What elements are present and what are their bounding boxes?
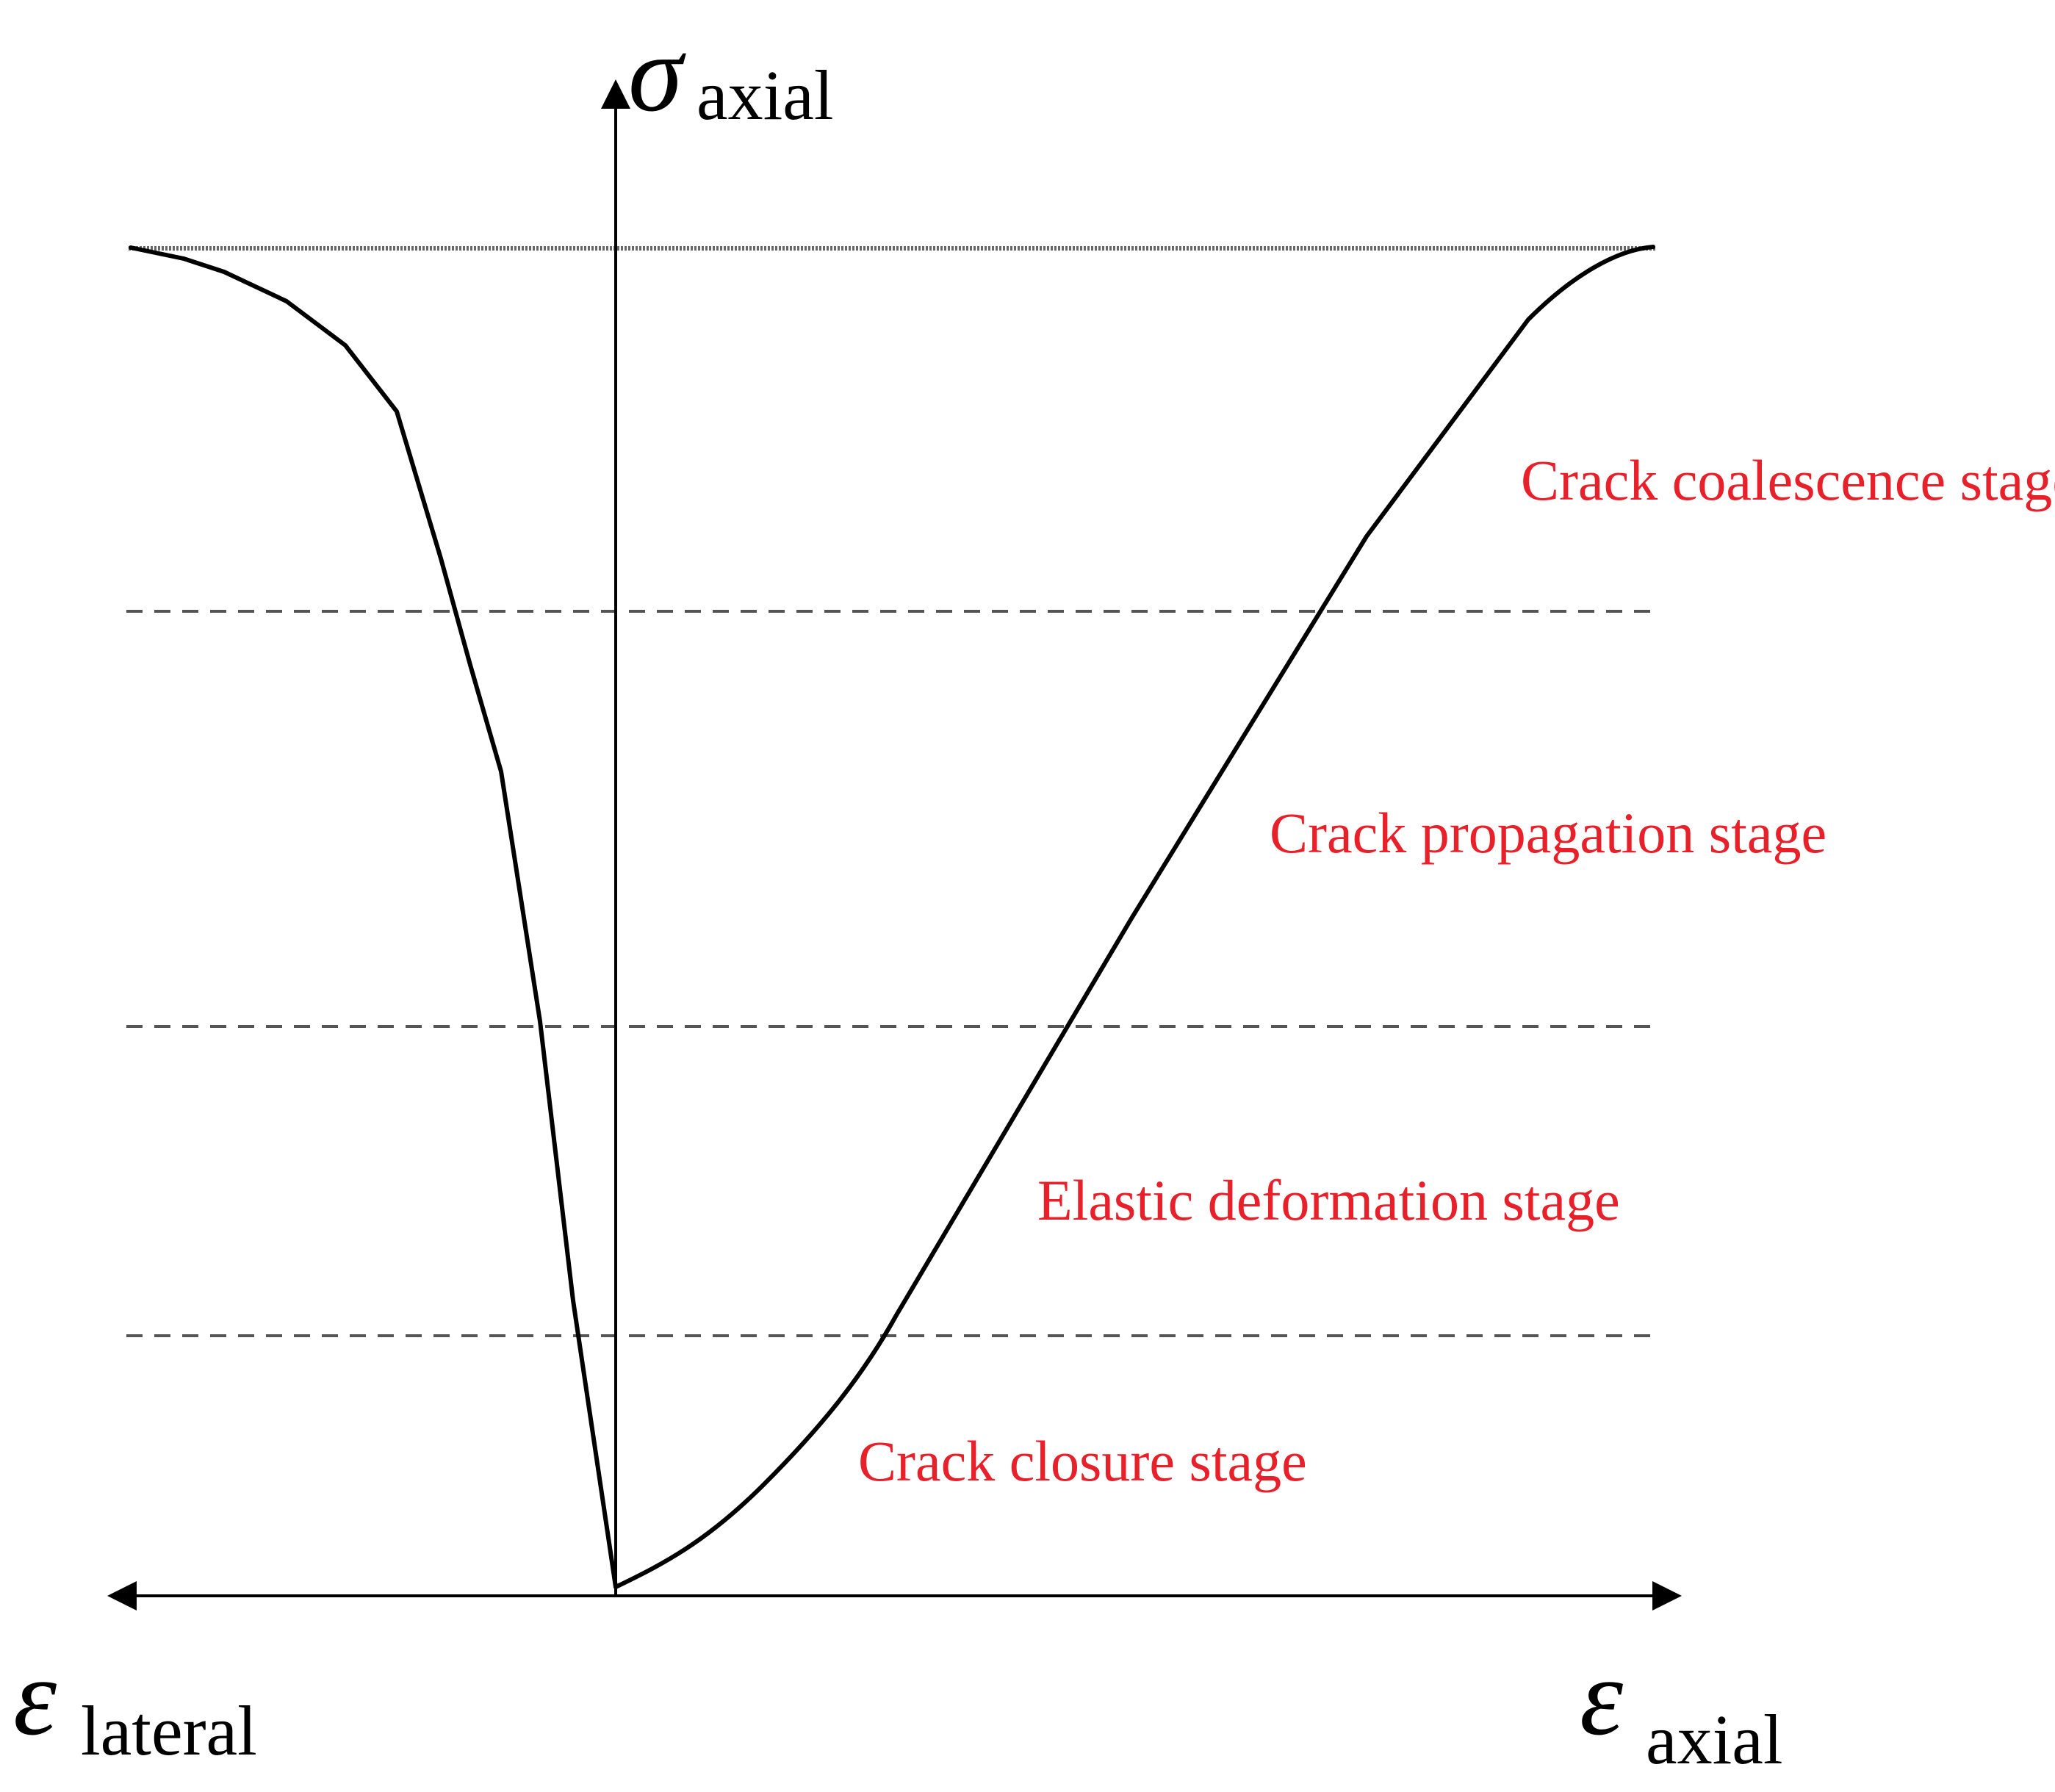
axial-strain-label: ε axial: [1580, 1636, 1783, 1779]
axial-strain-curve: [613, 245, 1655, 1589]
axial-stress-symbol: σ: [628, 12, 686, 134]
stage-label-crack-propagation: Crack propagation stage: [1270, 801, 1827, 865]
lateral-strain-label: ε lateral: [13, 1636, 257, 1770]
axial-strain-subscript: axial: [1646, 1700, 1783, 1779]
lateral-strain-subscript: lateral: [81, 1691, 257, 1770]
stage-label-crack-coalescence: Crack coalescence stage: [1521, 448, 2055, 512]
lateral-strain-symbol: ε: [13, 1636, 57, 1758]
stage-label-elastic-deformation: Elastic deformation stage: [1037, 1168, 1620, 1232]
axial-stress-label: σ axial: [628, 12, 834, 134]
stage-label-crack-closure: Crack closure stage: [858, 1429, 1307, 1493]
axial-strain-symbol: ε: [1580, 1636, 1623, 1758]
lateral-strain-curve: [129, 245, 618, 1589]
axial-stress-subscript: axial: [697, 56, 834, 134]
